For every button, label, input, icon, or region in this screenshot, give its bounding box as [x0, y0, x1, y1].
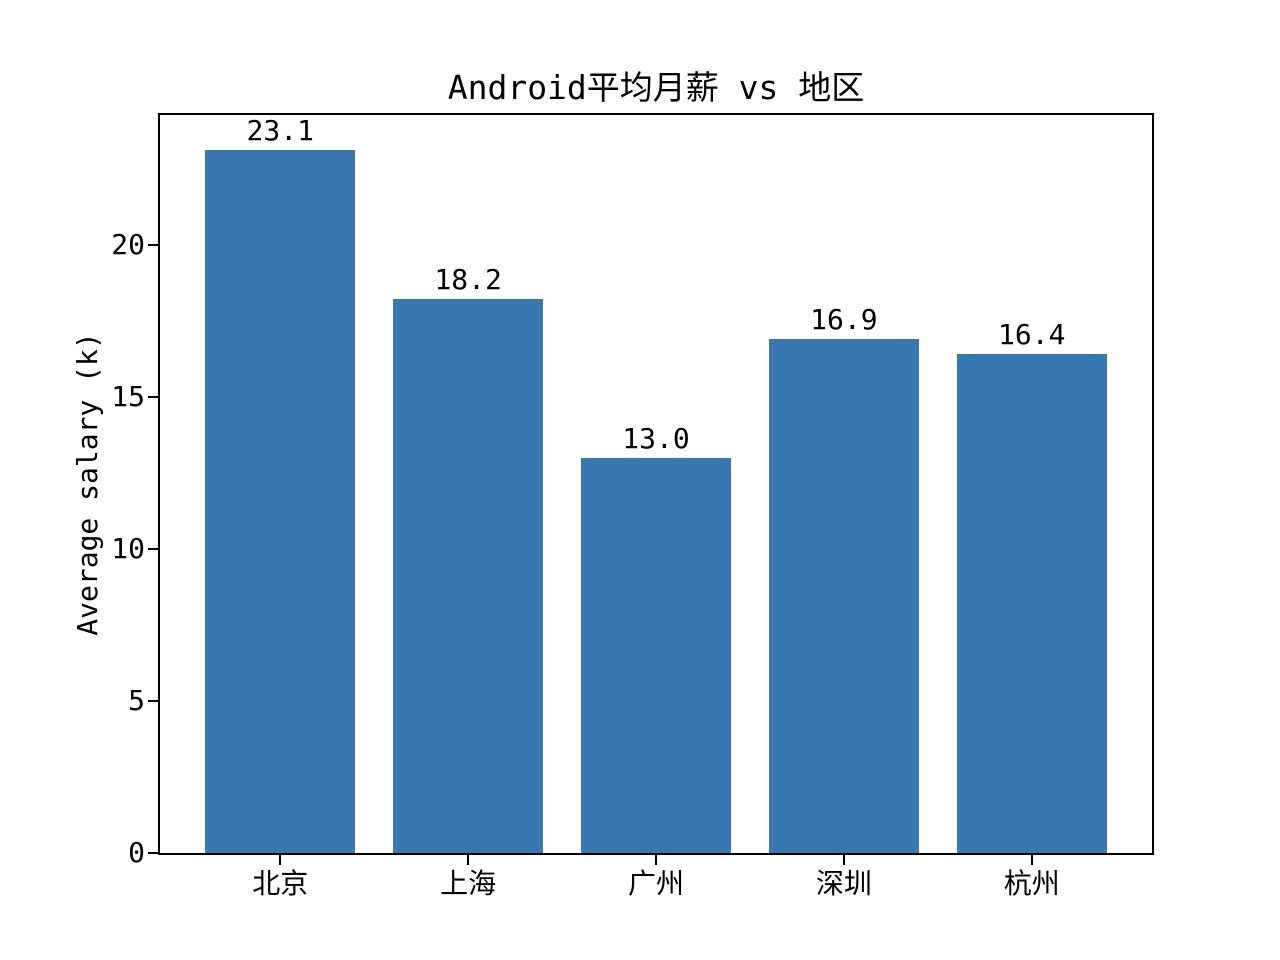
y-tick-mark — [148, 243, 158, 246]
x-tick-label: 北京 — [252, 867, 309, 900]
x-tick-label: 深圳 — [815, 867, 872, 900]
bar-杭州 — [956, 354, 1107, 853]
y-axis-label: Average salary (k) — [71, 332, 104, 636]
y-tick-mark — [148, 852, 158, 854]
y-tick-mark — [148, 395, 158, 398]
x-tick-label: 广州 — [627, 867, 684, 900]
bar-value-label: 18.2 — [434, 263, 502, 297]
y-tick-label: 15 — [111, 379, 145, 413]
y-tick-label: 10 — [111, 531, 145, 565]
x-tick-mark — [842, 855, 845, 865]
bar-广州 — [580, 457, 732, 853]
plot-area: Average salary (k) 23.1 北京 18.2 上海 13.0 广州 16.… — [71, 114, 1152, 900]
x-tick-mark — [467, 855, 470, 865]
y-tick-label: 5 — [128, 683, 145, 717]
bar-value-label: 16.4 — [998, 318, 1066, 352]
x-tick-mark — [279, 855, 282, 865]
bar-value-label: 13.0 — [622, 421, 690, 455]
y-tick-label: 0 — [128, 836, 145, 869]
y-tick-label: 20 — [111, 227, 145, 261]
chart-title: Android平均月薪 vs 地区 — [447, 68, 865, 107]
bar-value-label: 16.9 — [810, 302, 878, 336]
x-tick-mark — [655, 855, 657, 865]
y-tick-mark — [148, 547, 158, 550]
bar-value-label: 23.1 — [246, 114, 314, 148]
x-tick-label: 上海 — [440, 867, 497, 900]
x-tick-mark — [1030, 855, 1033, 865]
y-tick-mark — [148, 699, 158, 702]
x-tick-label: 杭州 — [1003, 867, 1060, 900]
bar-上海 — [392, 299, 544, 853]
bar-深圳 — [768, 338, 920, 853]
bar-北京 — [205, 150, 356, 853]
